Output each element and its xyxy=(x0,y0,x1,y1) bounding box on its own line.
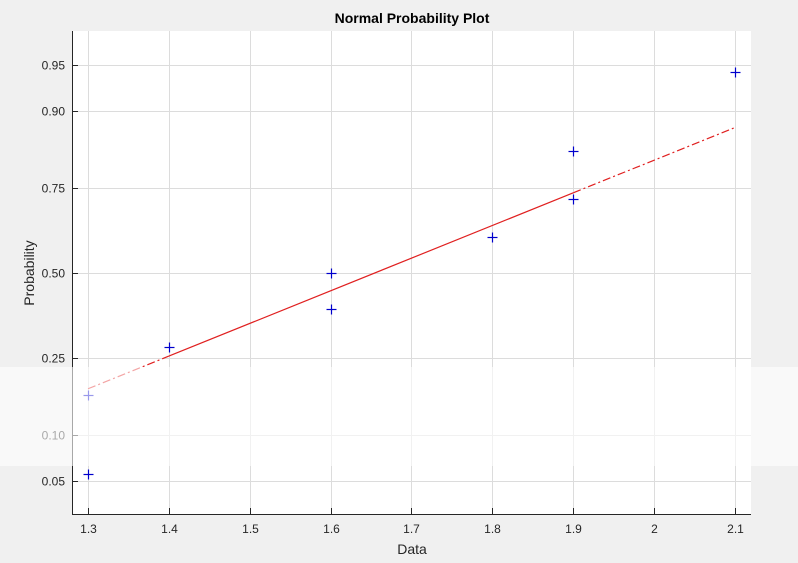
x-tick-label: 1.9 xyxy=(565,522,582,536)
data-point-marker xyxy=(568,194,579,205)
x-tick-label: 1.4 xyxy=(161,522,178,536)
x-tick-label: 2 xyxy=(651,522,658,536)
data-point-marker xyxy=(568,146,579,157)
x-tick-labels: 1.3 1.4 1.5 1.6 1.7 1.8 1.9 2 2.1 xyxy=(80,508,744,536)
data-point-marker xyxy=(487,232,498,243)
y-tick-label: 0.95 xyxy=(42,59,66,73)
y-tick-label: 0.10 xyxy=(42,429,66,443)
data-point-marker xyxy=(326,268,337,279)
x-tick-label: 1.6 xyxy=(323,522,340,536)
y-tick-label: 0.90 xyxy=(42,105,66,119)
y-tick-label: 0.50 xyxy=(42,267,66,281)
x-tick-label: 1.5 xyxy=(242,522,259,536)
y-axis-label: Probability xyxy=(21,240,37,305)
y-tick-label: 0.75 xyxy=(42,182,66,196)
data-point-marker xyxy=(730,67,741,78)
y-tick-label: 0.25 xyxy=(42,352,66,366)
x-tick-label: 1.7 xyxy=(403,522,420,536)
x-tick-label: 1.8 xyxy=(484,522,501,536)
y-tick-label: 0.05 xyxy=(42,475,66,489)
x-axis-label: Data xyxy=(397,541,427,557)
data-point-marker xyxy=(164,342,175,353)
data-point-marker xyxy=(83,469,94,480)
x-tick-label: 2.1 xyxy=(727,522,744,536)
data-point-marker xyxy=(326,304,337,315)
x-tick-label: 1.3 xyxy=(80,522,97,536)
chart-title: Normal Probability Plot xyxy=(335,10,490,26)
